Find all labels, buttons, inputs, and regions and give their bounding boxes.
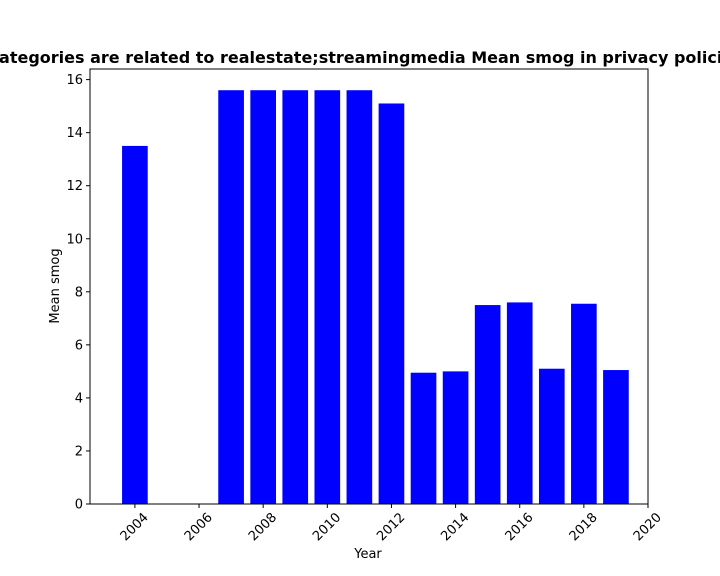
y-tick-label: 10	[66, 232, 83, 247]
bar-2014	[442, 371, 469, 504]
y-axis-ticks: 0 2 4 6 8 10 12 14 16	[66, 73, 90, 513]
bar-2004	[122, 145, 148, 505]
bar-2015	[474, 305, 501, 504]
plot-area-frame	[89, 68, 649, 505]
y-tick-label: 4	[75, 391, 83, 406]
chart-title: Categories are related to realestate;str…	[0, 48, 720, 67]
bar-2012	[378, 103, 405, 505]
bars-group	[122, 90, 629, 505]
bar-2016	[506, 302, 533, 504]
bar-2010	[314, 90, 341, 504]
y-tick-label: 12	[66, 179, 83, 194]
bar-2008	[250, 90, 276, 504]
bar-2009	[282, 90, 309, 504]
bar-2013	[410, 372, 437, 504]
y-tick-label: 0	[75, 498, 83, 513]
y-tick-label: 14	[66, 126, 83, 141]
y-tick-label: 6	[75, 338, 83, 353]
bar-2007	[218, 90, 244, 504]
x-axis-label: Year	[353, 547, 382, 562]
bar-2019	[603, 370, 629, 504]
y-tick-label: 8	[75, 285, 83, 300]
bar-2018	[571, 303, 597, 504]
y-tick-label: 16	[66, 73, 83, 88]
y-tick-label: 2	[75, 444, 83, 459]
bar-2017	[538, 368, 565, 504]
y-axis-label: Mean smog	[48, 248, 63, 323]
bar-2011	[346, 90, 373, 504]
